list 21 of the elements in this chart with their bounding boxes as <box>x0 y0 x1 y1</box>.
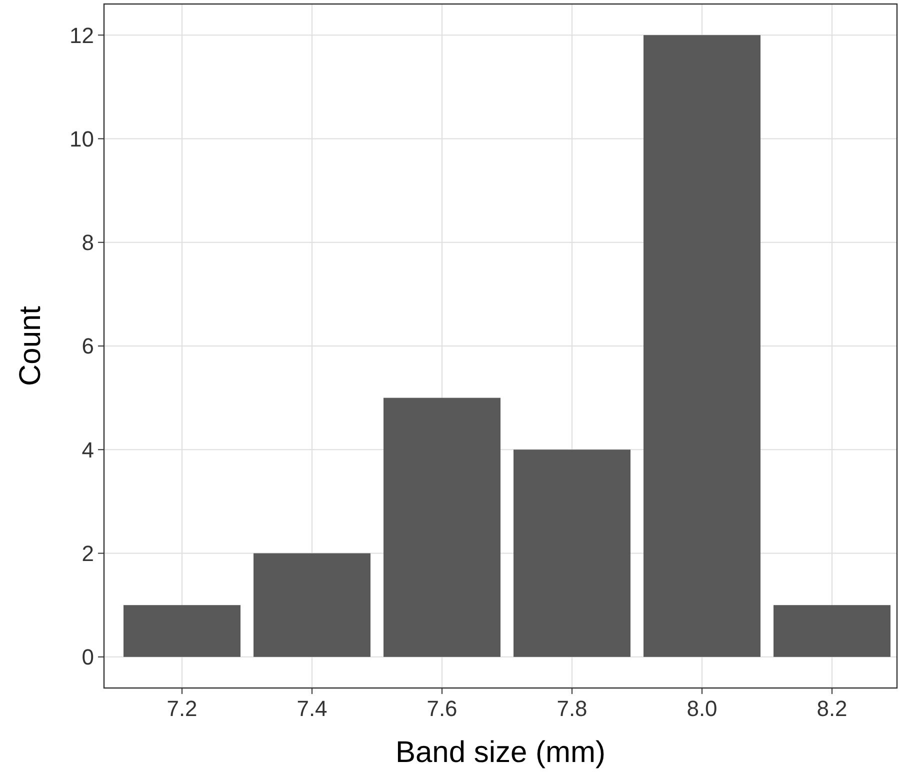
x-tick-label: 7.6 <box>426 696 458 721</box>
y-axis-title: Count <box>14 305 47 386</box>
y-tick-label: 8 <box>82 230 94 256</box>
y-tick-label: 2 <box>82 540 94 566</box>
y-tick-label: 0 <box>82 644 94 670</box>
x-tick-label: 7.4 <box>296 696 328 721</box>
x-tick-label: 8.0 <box>686 696 718 721</box>
x-tick-label: 7.8 <box>556 696 588 721</box>
y-tick-label: 12 <box>70 22 94 48</box>
bar <box>514 450 630 657</box>
y-tick-label: 4 <box>82 437 94 462</box>
x-tick-label: 8.2 <box>816 696 848 721</box>
x-tick-label: 7.2 <box>166 696 198 721</box>
bar <box>774 605 890 657</box>
y-tick-label: 6 <box>82 334 94 359</box>
x-axis-title: Band size (mm) <box>395 736 606 769</box>
bar <box>124 605 240 657</box>
bar <box>644 35 760 657</box>
bar <box>384 398 500 657</box>
bar <box>254 553 370 657</box>
y-tick-label: 10 <box>70 126 94 152</box>
